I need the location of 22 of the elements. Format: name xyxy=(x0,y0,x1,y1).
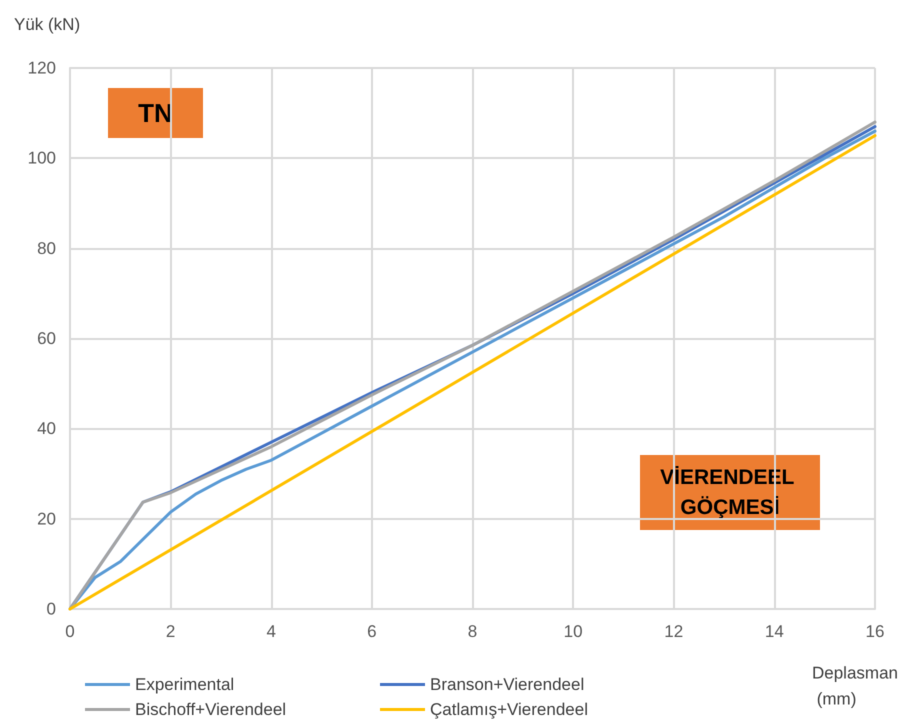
x-axis-title: Deplasman (mm) xyxy=(812,664,898,708)
legend-label: Branson+Vierendeel xyxy=(430,675,584,694)
legend-label: Çatlamış+Vierendeel xyxy=(430,700,588,719)
x-tick-label: 12 xyxy=(664,622,684,641)
x-tick-label: 10 xyxy=(564,622,583,641)
y-tick-label: 80 xyxy=(37,238,56,258)
y-tick-label: 100 xyxy=(28,148,56,168)
legend-label: Bischoff+Vierendeel xyxy=(135,700,286,719)
y-tick-label: 0 xyxy=(46,600,56,618)
x-tick-label: 2 xyxy=(166,622,176,641)
y-tick-label: 120 xyxy=(28,58,56,78)
x-tick-label: 6 xyxy=(367,622,377,641)
x-tick-label: 14 xyxy=(764,622,784,641)
legend-label: Experimental xyxy=(135,675,234,694)
x-tick-label: 16 xyxy=(866,622,884,641)
y-tick-label: 60 xyxy=(37,329,56,348)
y-tick-label: 40 xyxy=(37,419,56,438)
x-tick-label: 0 xyxy=(65,622,75,641)
x-tick-label: 4 xyxy=(266,622,276,641)
y-tick-label: 20 xyxy=(37,509,56,528)
x-tick-label: 8 xyxy=(468,622,478,641)
y-axis-title: Yük (kN) xyxy=(14,15,80,34)
